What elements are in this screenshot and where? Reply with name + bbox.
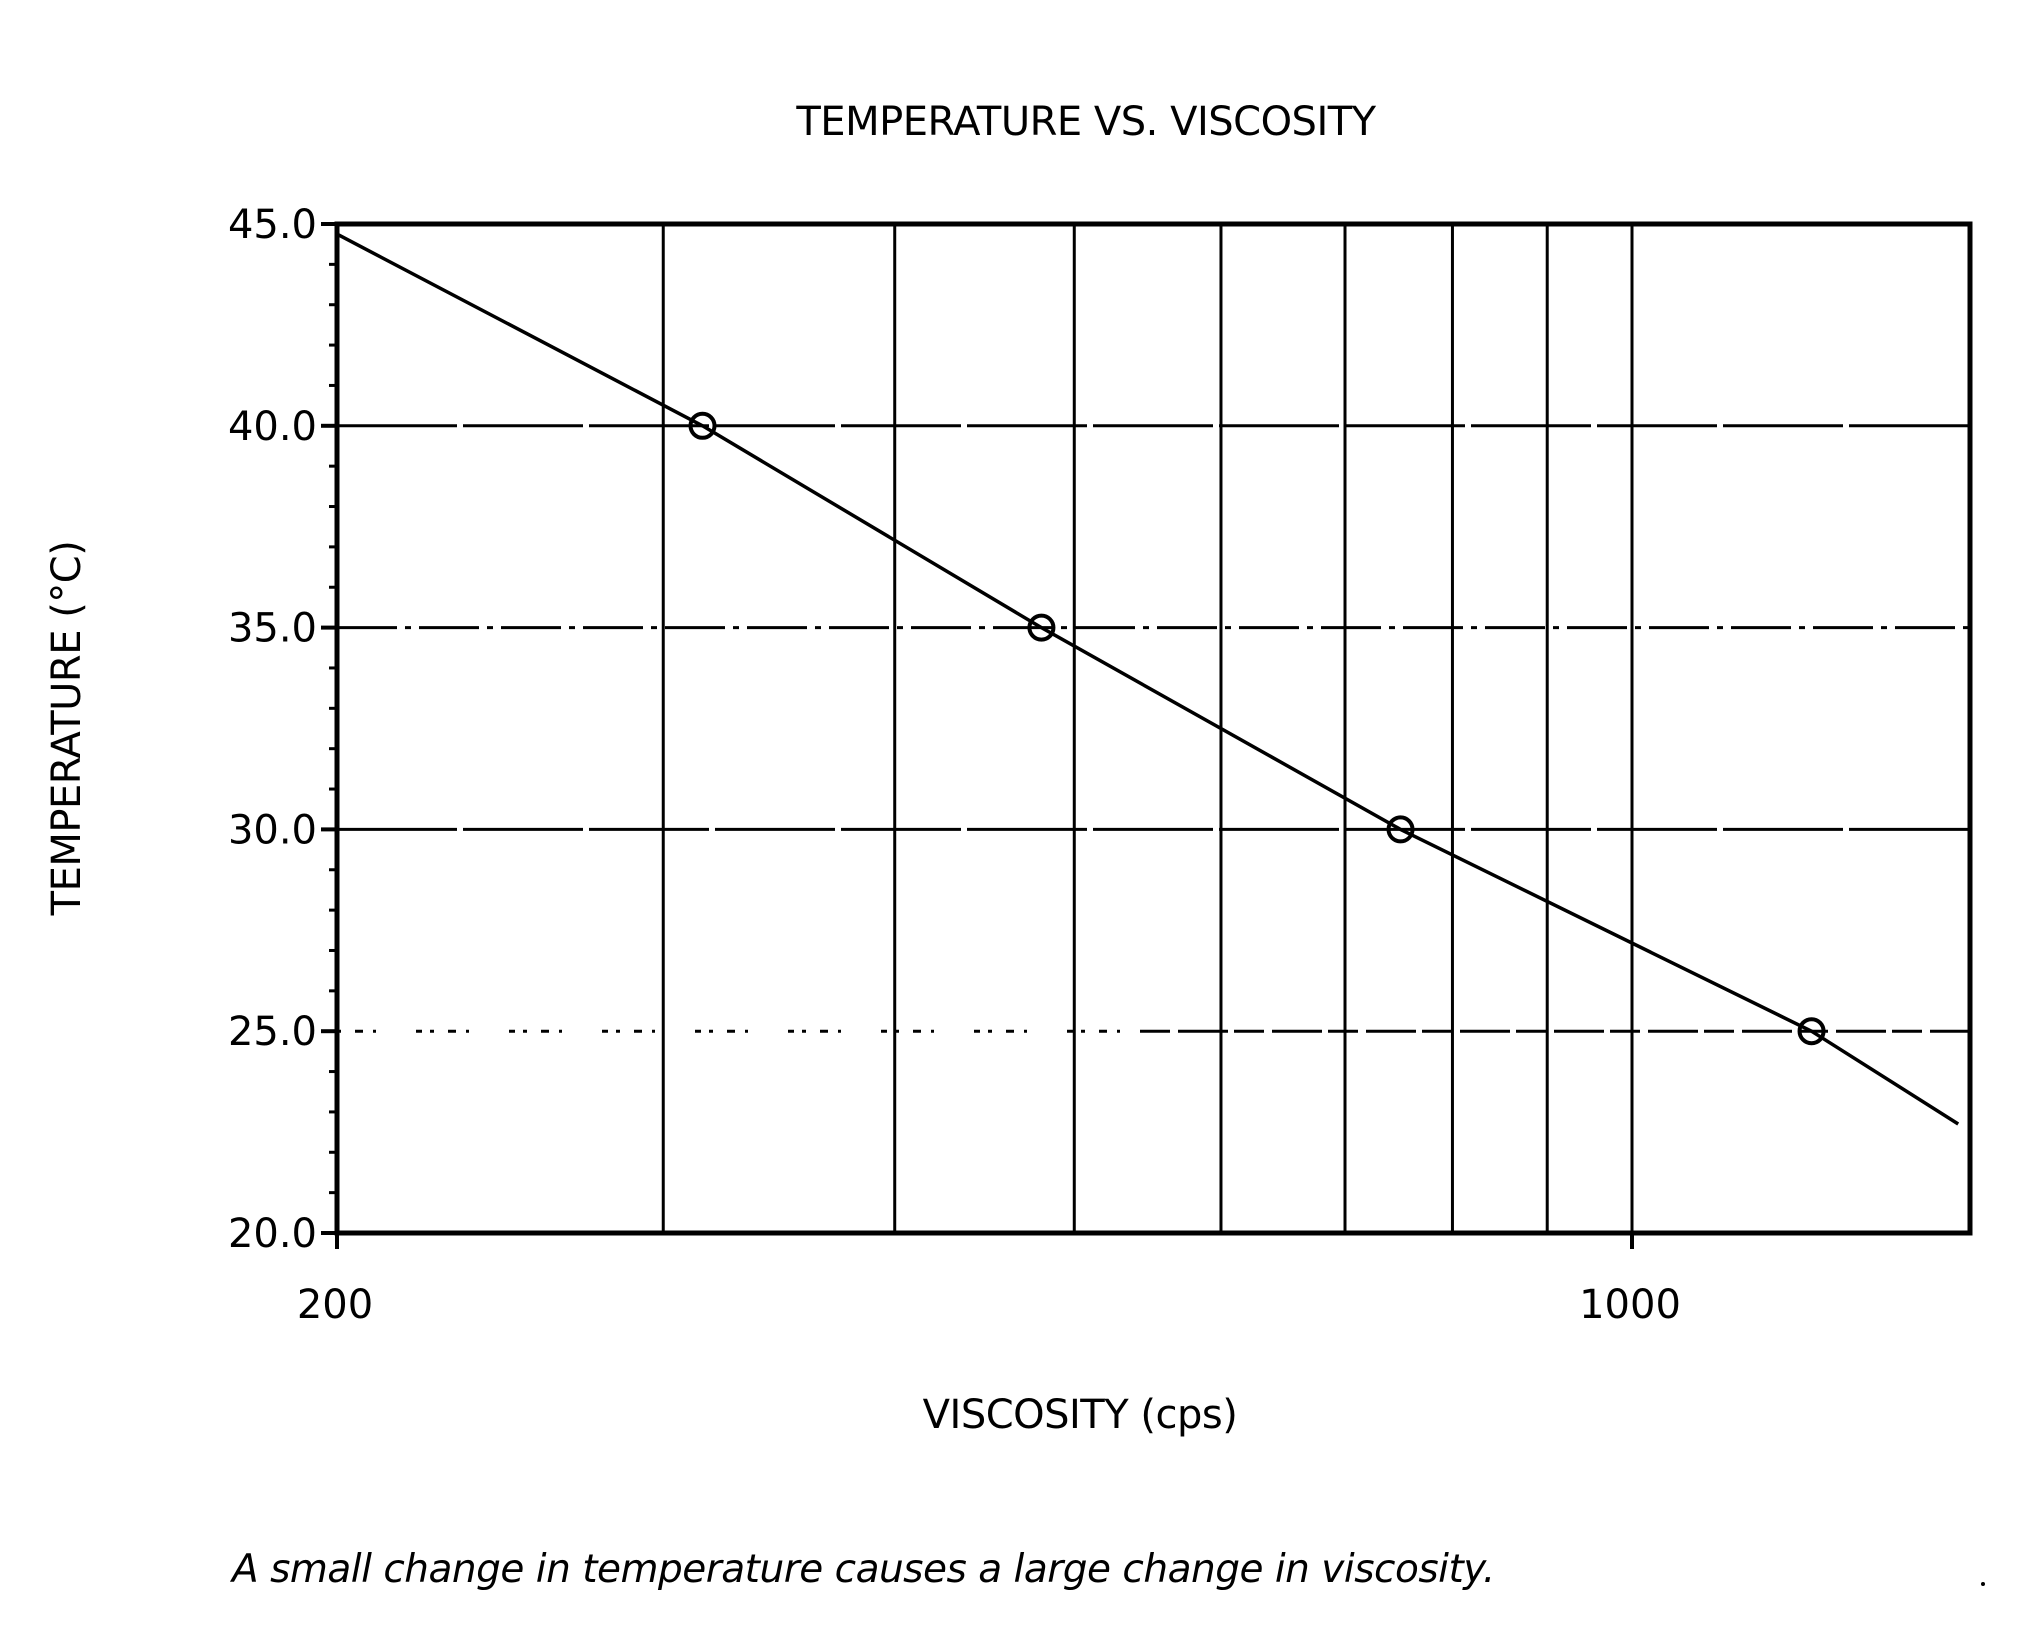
y-tick-label: 40.0 [228, 404, 317, 450]
gridlines [337, 224, 1970, 1233]
x-axis-label: VISCOSITY (cps) [923, 1392, 1238, 1438]
data-point-marker [1027, 613, 1056, 642]
x-axis-ticks: 200 1000 [297, 1233, 1681, 1328]
plot-frame [334, 221, 1973, 1236]
data-point-marker [688, 411, 717, 440]
data-point-marker [1797, 1017, 1826, 1046]
series-line [336, 232, 1960, 1126]
x-tick-label: 1000 [1579, 1282, 1681, 1328]
plot-border [334, 221, 1973, 1236]
y-tick-label: 35.0 [228, 606, 317, 652]
chart-caption: A small change in temperature causes a l… [229, 1547, 1495, 1592]
x-tick-label: 200 [297, 1282, 373, 1328]
data-point-marker [1386, 815, 1415, 844]
y-tick-label: 30.0 [228, 807, 317, 853]
y-axis-ticks: 45.0 40.0 35.0 30.0 25.0 20.0 [228, 202, 337, 1257]
y-tick-label: 45.0 [228, 202, 317, 248]
chart-title: TEMPERATURE VS. VISCOSITY [795, 99, 1376, 145]
stray-speck [1981, 1582, 1985, 1586]
data-series [336, 232, 1960, 1126]
y-tick-label: 25.0 [228, 1009, 317, 1055]
y-axis-label: TEMPERATURE (°C) [44, 541, 90, 917]
y-tick-label: 20.0 [228, 1211, 317, 1257]
